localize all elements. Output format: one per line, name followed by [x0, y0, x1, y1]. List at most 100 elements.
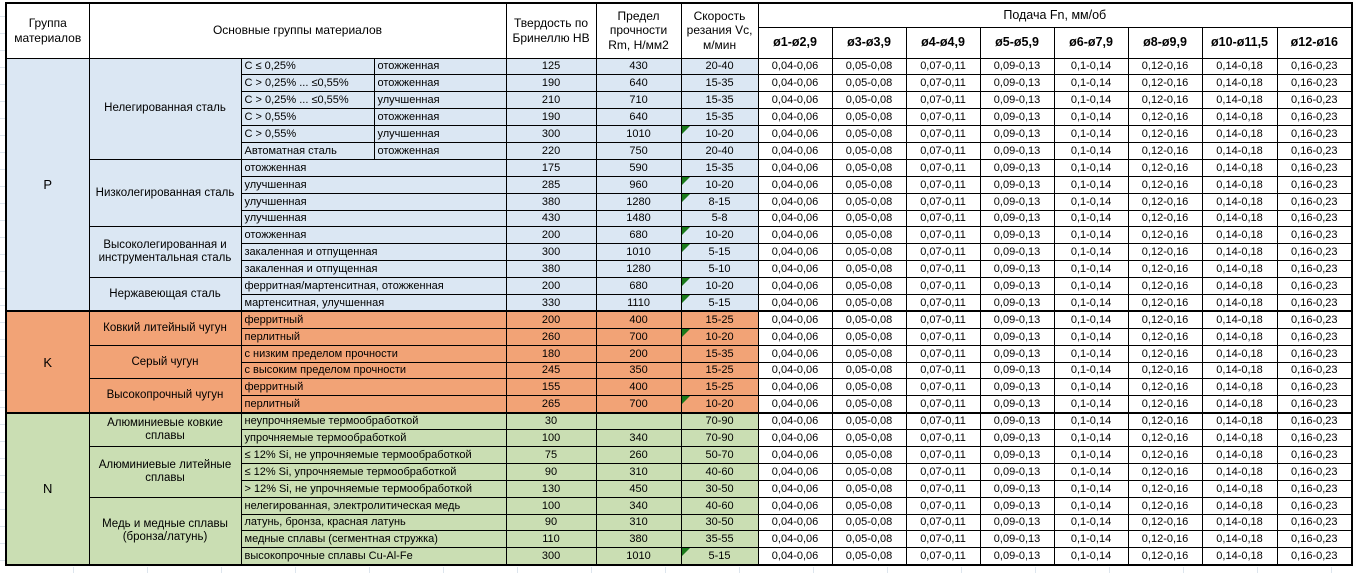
feed-cell[interactable]: 0,05-0,08	[831, 310, 907, 329]
hardness-cell[interactable]: 155	[505, 378, 597, 397]
feed-cell[interactable]: 0,12-0,16	[1127, 108, 1203, 127]
col-header-diameter-3[interactable]: ø4-ø4,9	[905, 26, 981, 59]
strength-cell[interactable]: 1110	[595, 293, 682, 312]
feed-cell[interactable]: 0,04-0,06	[757, 175, 833, 194]
cutting-speed-cell[interactable]: 15-25	[680, 378, 759, 397]
feed-cell[interactable]: 0,04-0,06	[757, 310, 833, 329]
feed-cell[interactable]: 0,05-0,08	[831, 57, 907, 76]
cutting-speed-cell[interactable]: 40-60	[680, 496, 759, 515]
hardness-cell[interactable]: 100	[505, 429, 597, 447]
feed-cell[interactable]: 0,09-0,13	[979, 429, 1055, 447]
feed-cell[interactable]: 0,1-0,14	[1053, 344, 1129, 363]
feed-cell[interactable]: 0,14-0,18	[1201, 327, 1278, 346]
hardness-cell[interactable]: 180	[505, 344, 597, 363]
feed-cell[interactable]: 0,14-0,18	[1201, 513, 1278, 532]
feed-cell[interactable]: 0,05-0,08	[831, 158, 907, 177]
feed-cell[interactable]: 0,07-0,11	[905, 141, 981, 160]
feed-cell[interactable]: 0,07-0,11	[905, 125, 981, 143]
feed-cell[interactable]: 0,05-0,08	[831, 192, 907, 211]
feed-cell[interactable]: 0,12-0,16	[1127, 91, 1203, 110]
feed-cell[interactable]: 0,16-0,23	[1276, 479, 1353, 498]
hardness-cell[interactable]: 100	[505, 496, 597, 515]
material-subtype-cell[interactable]: C ≤ 0,25%	[240, 57, 375, 76]
feed-cell[interactable]: 0,04-0,06	[757, 513, 833, 532]
feed-cell[interactable]: 0,12-0,16	[1127, 260, 1203, 279]
feed-cell[interactable]: 0,1-0,14	[1053, 74, 1129, 93]
feed-cell[interactable]: 0,07-0,11	[905, 57, 981, 76]
hardness-cell[interactable]: 265	[505, 395, 597, 414]
material-desc-cell[interactable]: отожженная	[240, 158, 507, 177]
feed-cell[interactable]: 0,07-0,11	[905, 429, 981, 447]
feed-cell[interactable]: 0,07-0,11	[905, 530, 981, 549]
cutting-speed-cell[interactable]: 8-15	[680, 192, 759, 211]
feed-cell[interactable]: 0,16-0,23	[1276, 496, 1353, 515]
cutting-speed-cell[interactable]: 5-10	[680, 260, 759, 279]
material-family-cell[interactable]: Серый чугун	[88, 344, 242, 380]
feed-cell[interactable]: 0,12-0,16	[1127, 411, 1203, 431]
feed-cell[interactable]: 0,05-0,08	[831, 344, 907, 363]
feed-cell[interactable]: 0,1-0,14	[1053, 175, 1129, 194]
feed-cell[interactable]: 0,16-0,23	[1276, 141, 1353, 160]
feed-cell[interactable]: 0,12-0,16	[1127, 344, 1203, 363]
material-family-cell[interactable]: Нержавеющая сталь	[88, 277, 242, 312]
feed-cell[interactable]: 0,16-0,23	[1276, 462, 1353, 481]
feed-cell[interactable]: 0,16-0,23	[1276, 260, 1353, 279]
cutting-speed-cell[interactable]: 5-8	[680, 209, 759, 228]
feed-cell[interactable]: 0,05-0,08	[831, 175, 907, 194]
feed-cell[interactable]: 0,05-0,08	[831, 243, 907, 262]
col-header-strength[interactable]: Предел прочности Rm, Н/мм2	[595, 2, 682, 59]
feed-cell[interactable]: 0,04-0,06	[757, 378, 833, 397]
feed-cell[interactable]: 0,04-0,06	[757, 547, 833, 566]
feed-cell[interactable]: 0,05-0,08	[831, 125, 907, 143]
feed-cell[interactable]: 0,05-0,08	[831, 479, 907, 498]
feed-cell[interactable]: 0,16-0,23	[1276, 513, 1353, 532]
feed-cell[interactable]: 0,16-0,23	[1276, 158, 1353, 177]
strength-cell[interactable]: 700	[595, 395, 682, 414]
hardness-cell[interactable]: 200	[505, 277, 597, 295]
feed-cell[interactable]: 0,14-0,18	[1201, 395, 1278, 414]
feed-cell[interactable]: 0,04-0,06	[757, 496, 833, 515]
strength-cell[interactable]: 680	[595, 226, 682, 245]
hardness-cell[interactable]: 30	[505, 411, 597, 431]
feed-cell[interactable]: 0,16-0,23	[1276, 327, 1353, 346]
feed-cell[interactable]: 0,1-0,14	[1053, 411, 1129, 431]
hardness-cell[interactable]: 210	[505, 91, 597, 110]
feed-cell[interactable]: 0,05-0,08	[831, 209, 907, 228]
material-subtype-cell[interactable]: C > 0,55%	[240, 125, 375, 143]
feed-cell[interactable]: 0,07-0,11	[905, 411, 981, 431]
feed-cell[interactable]: 0,07-0,11	[905, 445, 981, 464]
feed-cell[interactable]: 0,09-0,13	[979, 192, 1055, 211]
feed-cell[interactable]: 0,04-0,06	[757, 445, 833, 464]
cutting-speed-cell[interactable]: 15-35	[680, 344, 759, 363]
feed-cell[interactable]: 0,16-0,23	[1276, 125, 1353, 143]
feed-cell[interactable]: 0,14-0,18	[1201, 293, 1278, 312]
material-desc-cell[interactable]: ферритный	[240, 378, 507, 397]
feed-cell[interactable]: 0,12-0,16	[1127, 175, 1203, 194]
material-state-cell[interactable]: отожженная	[373, 141, 507, 160]
hardness-cell[interactable]: 430	[505, 209, 597, 228]
hardness-cell[interactable]: 220	[505, 141, 597, 160]
feed-cell[interactable]: 0,05-0,08	[831, 496, 907, 515]
feed-cell[interactable]: 0,14-0,18	[1201, 175, 1278, 194]
feed-cell[interactable]: 0,16-0,23	[1276, 91, 1353, 110]
material-family-cell[interactable]: Ковкий литейный чугун	[88, 310, 242, 346]
material-family-cell[interactable]: Алюминиевые ковкие сплавы	[88, 411, 242, 447]
feed-cell[interactable]: 0,16-0,23	[1276, 310, 1353, 329]
strength-cell[interactable]: 1010	[595, 547, 682, 566]
material-state-cell[interactable]: отожженная	[373, 108, 507, 127]
feed-cell[interactable]: 0,16-0,23	[1276, 243, 1353, 262]
feed-cell[interactable]: 0,07-0,11	[905, 513, 981, 532]
feed-cell[interactable]: 0,04-0,06	[757, 141, 833, 160]
feed-cell[interactable]: 0,09-0,13	[979, 479, 1055, 498]
col-header-main-groups[interactable]: Основные группы материалов	[88, 2, 507, 59]
material-desc-cell[interactable]: > 12% Si, не упрочняемые термообработкой	[240, 479, 507, 498]
material-desc-cell[interactable]: перлитный	[240, 327, 507, 346]
hardness-cell[interactable]: 285	[505, 175, 597, 194]
hardness-cell[interactable]: 300	[505, 125, 597, 143]
feed-cell[interactable]: 0,16-0,23	[1276, 429, 1353, 447]
cutting-speed-cell[interactable]: 15-25	[680, 361, 759, 380]
feed-cell[interactable]: 0,16-0,23	[1276, 57, 1353, 76]
feed-cell[interactable]: 0,14-0,18	[1201, 411, 1278, 431]
feed-cell[interactable]: 0,12-0,16	[1127, 226, 1203, 245]
feed-cell[interactable]: 0,09-0,13	[979, 209, 1055, 228]
